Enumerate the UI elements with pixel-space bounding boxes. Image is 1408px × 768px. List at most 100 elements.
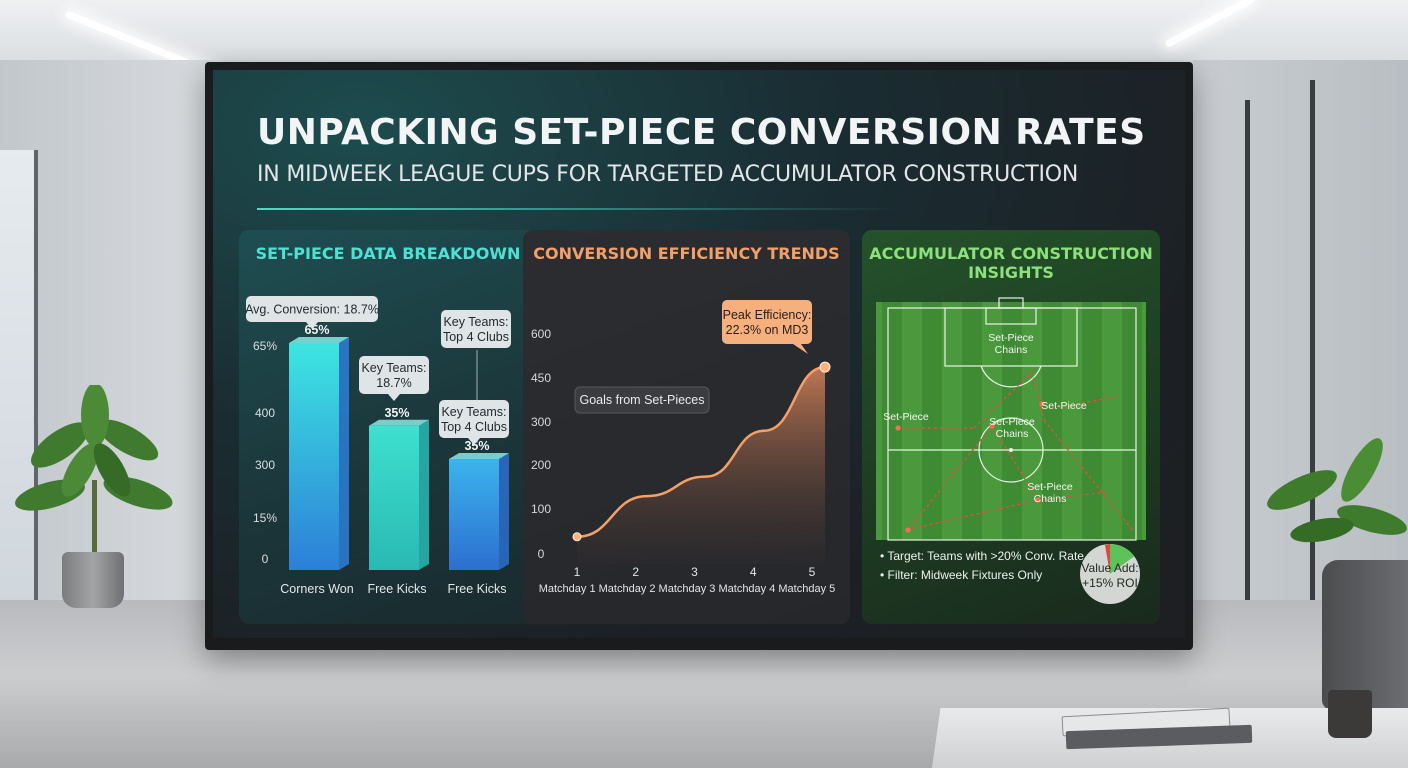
y-tick-label: 300 xyxy=(255,458,275,472)
y-tick-label: 15% xyxy=(253,511,277,525)
value-add-line2-line: +15% ROI xyxy=(1082,576,1138,590)
insight-bullet: • Target: Teams with >20% Conv. Rate xyxy=(880,549,1084,563)
plant-pot xyxy=(62,552,124,608)
bar-value-label-line: 35% xyxy=(464,439,489,453)
bar-top xyxy=(289,337,349,343)
x-category-label: Free Kicks xyxy=(447,582,506,596)
callout-key-teams-2-text-line: Key Teams: xyxy=(443,315,508,329)
callout-avg-conversion-pointer xyxy=(306,322,318,329)
value-add-slice-small xyxy=(1105,544,1110,574)
title-divider xyxy=(257,208,897,210)
y-tick-label: 200 xyxy=(531,458,551,472)
insights-title-line1: ACCUMULATOR CONSTRUCTION xyxy=(869,244,1153,263)
insights-title-line2: INSIGHTS xyxy=(968,263,1054,282)
panel-set-piece-breakdown: SET-PIECE DATA BREAKDOWN 65% 400 300 15% 0 65… xyxy=(239,230,537,624)
callout-key-teams-3-text-line: Key Teams: xyxy=(441,405,506,419)
pitch-label-line: Set-Piece xyxy=(988,332,1034,344)
value-add-line1-line: Value Add: xyxy=(1081,561,1138,575)
y-tick-label-line: 65% xyxy=(253,339,277,353)
center-spot xyxy=(1009,448,1013,452)
x-tick-number: 1 xyxy=(574,565,581,579)
play-node xyxy=(905,527,911,533)
y-tick-label: 0 xyxy=(538,547,545,561)
play-node xyxy=(1035,497,1041,503)
y-tick-label-line: 15% xyxy=(253,511,277,525)
bar-top xyxy=(449,452,509,459)
y-tick-label-line: 400 xyxy=(255,406,275,420)
bar xyxy=(369,425,419,570)
office-chair xyxy=(1322,560,1408,710)
mug xyxy=(1328,690,1372,738)
x-tick-number: 4 xyxy=(750,565,757,579)
callout-key-teams-1: Key Teams: 18.7% xyxy=(359,356,429,401)
callout-key-teams-3-text: Key Teams: Top 4 Clubs xyxy=(441,405,507,434)
callout-key-teams-1-text-line: Key Teams: xyxy=(361,361,426,375)
y-tick-label-line: 200 xyxy=(531,458,551,472)
penalty-arc xyxy=(980,365,1042,388)
play-arrow xyxy=(905,499,1039,531)
y-tick-label: 65% xyxy=(253,339,277,353)
play-arrow xyxy=(991,425,1039,501)
callout-key-teams-3-text-line: Top 4 Clubs xyxy=(441,420,507,434)
y-tick-label-line: 100 xyxy=(531,502,551,516)
bar-value-label-line: 35% xyxy=(384,406,409,420)
peak-callout: Peak Efficiency: 22.3% on MD3 xyxy=(722,300,812,344)
pitch-label-line: Chains xyxy=(995,344,1028,356)
y-tick-label: 400 xyxy=(255,406,275,420)
pitch-label-line: Set-Piece xyxy=(1041,400,1087,412)
callout-key-teams-2-box xyxy=(441,310,511,348)
series-label-text-line: Goals from Set-Pieces xyxy=(579,393,704,407)
bar xyxy=(289,343,339,570)
play-arrow xyxy=(1031,371,1045,421)
y-tick-label-line: 600 xyxy=(531,327,551,341)
bar xyxy=(449,458,499,570)
peak-callout-pointer xyxy=(793,344,808,354)
pitch-label: Set-Piece Chains xyxy=(1027,481,1073,505)
area-fill xyxy=(577,367,825,564)
callout-avg-conversion-text-line: Avg. Conversion: 18.7% xyxy=(245,303,379,317)
x-tick-number-line: 2 xyxy=(632,565,639,579)
trend-chart: 600 450 300 200 100 0 1 2 3 4 5 Matchday 1 Matchday… xyxy=(531,300,835,595)
bar-side xyxy=(419,419,429,570)
pitch-label: Set-Piece xyxy=(1041,400,1087,412)
bar-side xyxy=(499,452,509,570)
bar-top xyxy=(369,419,429,426)
plant-right xyxy=(1267,438,1407,543)
pitch-label-line: Set-Piece xyxy=(989,416,1035,428)
pitch-label-line: Set-Piece xyxy=(1027,481,1073,493)
page-subtitle: IN MIDWEEK LEAGUE CUPS FOR TARGETED ACCU… xyxy=(257,162,1079,187)
bar-value-label: 35% xyxy=(464,439,489,453)
callout-key-teams-2-text-line: Top 4 Clubs xyxy=(443,330,509,344)
center-circle xyxy=(978,417,1044,483)
y-tick-label-line: 300 xyxy=(255,458,275,472)
pitch-grass xyxy=(876,302,1146,540)
callout-key-teams-1-text: Key Teams: 18.7% xyxy=(361,361,426,390)
ceiling xyxy=(0,0,1408,60)
page-title: UNPACKING SET-PIECE CONVERSION RATES xyxy=(257,112,1146,153)
insights-title: ACCUMULATOR CONSTRUCTION INSIGHTS xyxy=(862,244,1160,282)
x-category-label: Corners Won xyxy=(280,582,353,596)
glass-frame xyxy=(1310,80,1315,660)
panel-accumulator-insights: ACCUMULATOR CONSTRUCTION INSIGHTS Set-Pi… xyxy=(862,230,1160,624)
trend-chart-title: CONVERSION EFFICIENCY TRENDS xyxy=(533,244,840,263)
y-tick-label-line: 300 xyxy=(531,415,551,429)
callout-avg-conversion: Avg. Conversion: 18.7% xyxy=(245,296,379,329)
bar-value-label: 65% xyxy=(304,323,329,337)
x-category-label: Free Kicks xyxy=(367,582,426,596)
peak-callout-text-line: 22.3% on MD3 xyxy=(726,323,809,337)
display-monitor: UNPACKING SET-PIECE CONVERSION RATES IN … xyxy=(205,62,1193,650)
pitch-label: Set-Piece Chains xyxy=(989,416,1035,440)
callout-key-teams-2-text: Key Teams: Top 4 Clubs xyxy=(443,315,509,344)
y-tick-label: 600 xyxy=(531,327,551,341)
x-tick-number: 5 xyxy=(809,565,816,579)
goal xyxy=(998,297,1024,309)
y-tick-label-line: 450 xyxy=(531,371,551,385)
y-tick-label: 100 xyxy=(531,502,551,516)
series-label-box: Goals from Set-Pieces xyxy=(574,386,710,414)
peak-callout-text-line: Peak Efficiency: xyxy=(723,308,812,322)
play-node xyxy=(1039,401,1045,407)
plant-left xyxy=(15,385,173,555)
series-label-text: Goals from Set-Pieces xyxy=(579,393,704,407)
